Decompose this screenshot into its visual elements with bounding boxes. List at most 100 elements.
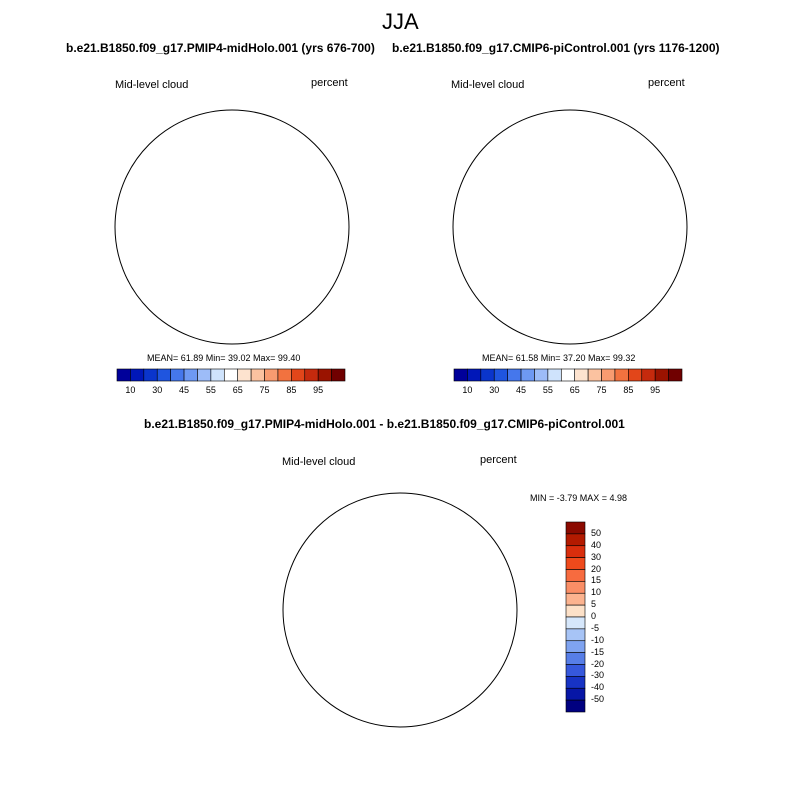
panel-3-title: b.e21.B1850.f09_g17.PMIP4-midHolo.001 - …: [144, 417, 625, 431]
colorbar-1-swatch: [317, 368, 332, 382]
colorbar-1-swatch: [237, 368, 252, 382]
panel-1-units-label: percent: [311, 77, 348, 89]
colorbar-1-tick-label: 30: [152, 385, 163, 395]
colorbar-2-swatch: [520, 368, 535, 382]
colorbar-1-swatch: [156, 368, 171, 382]
colorbar-diff-tick-label: 10: [591, 587, 602, 598]
colorbar-diff-swatch: [565, 616, 586, 630]
colorbar-2-tick-label: 75: [596, 385, 607, 395]
colorbar-2-swatch: [493, 368, 508, 382]
colorbar-diff-tick-label: -10: [591, 634, 605, 645]
colorbar-diff-swatch: [565, 604, 586, 618]
colorbar-diff-tick-label: 20: [591, 563, 602, 574]
colorbar-2-swatch: [628, 368, 643, 382]
colorbar-diff-tick-label: 0: [591, 611, 597, 621]
panel-3-stats: MIN = -3.79 MAX = 4.98: [530, 493, 628, 503]
panel-2-variable-label: Mid-level cloud: [451, 79, 525, 91]
colorbar-1-swatch: [210, 368, 225, 382]
colorbar-diff-swatch: [565, 676, 586, 689]
colorbar-2-swatch: [547, 368, 562, 382]
colorbar-diff-swatch: [565, 569, 586, 582]
colorbar-1-tick-label: 10: [125, 385, 136, 395]
colorbar-diff: [565, 521, 586, 713]
colorbar-1-swatch: [250, 368, 265, 382]
panel-1-map: [114, 109, 352, 347]
colorbar-1-tick-label: 45: [179, 385, 190, 395]
colorbar-2-swatch: [534, 368, 549, 382]
colorbar-diff-swatch: [565, 545, 586, 558]
panel-2-map: [452, 109, 688, 345]
colorbar-1-swatch: [291, 368, 306, 382]
colorbar-1-tick-label: 75: [259, 385, 270, 395]
panel-1-title: b.e21.B1850.f09_g17.PMIP4-midHolo.001 (y…: [66, 41, 375, 55]
colorbar-1-swatch: [197, 368, 212, 382]
colorbar-1-swatch: [264, 368, 279, 382]
colorbar-1: [116, 368, 346, 382]
colorbar-diff-swatch: [565, 581, 586, 594]
colorbar-1-swatch: [223, 368, 239, 382]
colorbar-1-swatch: [130, 368, 145, 382]
antarctic-coastline-1: [161, 166, 306, 277]
colorbar-2-swatch: [587, 368, 602, 382]
colorbar-diff-tick-label: -20: [591, 658, 605, 669]
panel-2-stats: MEAN= 61.58 Min= 37.20 Max= 99.32: [482, 353, 636, 363]
colorbar-2-tick-label: 45: [516, 385, 527, 395]
colorbar-2-swatch: [560, 368, 576, 382]
panel-2-units-label: percent: [648, 77, 685, 89]
colorbar-diff-tick-label: -50: [591, 694, 605, 705]
colorbar-1-swatch: [116, 368, 131, 382]
colorbar-2-tick-label: 10: [462, 385, 473, 395]
colorbar-2-swatch: [641, 368, 656, 382]
panel-3-variable-label: Mid-level cloud: [282, 456, 356, 468]
colorbar-2-tick-label: 55: [542, 385, 553, 395]
panel-2-title: b.e21.B1850.f09_g17.CMIP6-piControl.001 …: [392, 41, 720, 55]
colorbar-diff-swatch: [565, 628, 586, 642]
colorbar-diff-swatch: [565, 521, 586, 535]
colorbar-diff-tick-label: -15: [591, 646, 605, 657]
colorbar-diff-swatch: [565, 640, 586, 653]
colorbar-1-tick-label: 65: [232, 385, 243, 395]
colorbar-diff-tick-label: 5: [591, 599, 597, 610]
colorbar-2-swatch: [654, 368, 669, 382]
colorbar-diff-swatch: [565, 687, 586, 701]
colorbar-2-swatch: [467, 368, 482, 382]
colorbar-2-tick-label: 95: [650, 385, 661, 395]
colorbar-1-swatch: [183, 368, 198, 382]
colorbar-diff-tick-label: -5: [591, 622, 600, 633]
colorbar-1-swatch: [277, 368, 292, 382]
colorbar-2-tick-label: 30: [489, 385, 500, 395]
colorbar-diff-tick-label: -30: [591, 670, 605, 681]
colorbar-2-swatch: [507, 368, 522, 382]
colorbar-diff-tick-label: 40: [591, 539, 602, 550]
colorbar-diff-tick-label: 15: [591, 575, 602, 586]
colorbar-2-swatch: [614, 368, 629, 382]
colorbar-diff-swatch: [565, 533, 586, 547]
panel-1-stats: MEAN= 61.89 Min= 39.02 Max= 99.40: [147, 353, 301, 363]
colorbar-2-swatch: [453, 368, 468, 382]
colorbar-1-swatch: [143, 368, 158, 382]
colorbar-1-swatch: [331, 368, 346, 382]
colorbar-2-tick-label: 65: [569, 385, 580, 395]
colorbar-1-swatch: [304, 368, 319, 382]
colorbar-2-swatch: [574, 368, 589, 382]
colorbar-diff-tick-label: 50: [591, 527, 602, 538]
colorbar-2-swatch: [668, 368, 683, 382]
colorbar-diff-tick-label: -40: [591, 682, 605, 693]
colorbar-diff-swatch: [565, 592, 586, 606]
colorbar-diff-tick-label: 30: [591, 551, 602, 562]
colorbar-2-tick-label: 85: [623, 385, 634, 395]
colorbar-diff-swatch: [565, 652, 586, 665]
colorbar-1-tick-label: 55: [205, 385, 216, 395]
colorbar-1-swatch: [170, 368, 185, 382]
colorbar-2: [453, 368, 683, 382]
colorbar-diff-swatch: [565, 699, 586, 713]
colorbar-1-tick-label: 85: [286, 385, 297, 395]
colorbar-1-tick-label: 95: [313, 385, 324, 395]
colorbar-2-swatch: [480, 368, 495, 382]
panel-3-units-label: percent: [480, 454, 517, 466]
figure-title: JJA: [382, 9, 419, 34]
panel-3-difference-map: [282, 492, 518, 728]
colorbar-diff-swatch: [565, 664, 586, 677]
panel-1-variable-label: Mid-level cloud: [115, 79, 189, 91]
